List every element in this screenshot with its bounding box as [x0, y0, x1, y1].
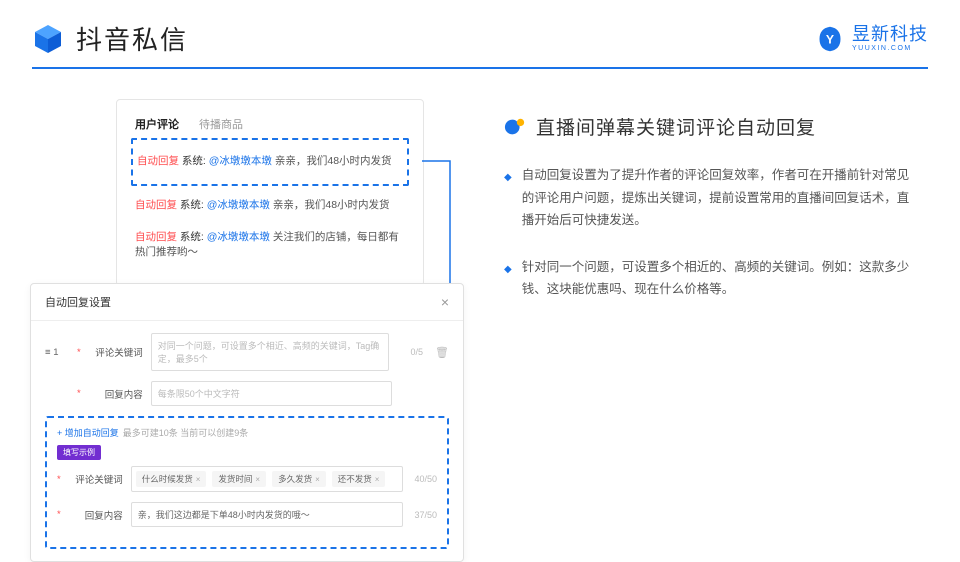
auto-reply-tag: 自动回复: [135, 199, 177, 211]
dialog-header: 自动回复设置 ×: [31, 284, 463, 321]
section-title: 直播间弹幕关键词评论自动回复: [536, 113, 816, 140]
comments-panel: 用户评论 待播商品 自动回复 系统: @冰墩墩本墩 亲亲，我们48小时内发货 自…: [116, 99, 424, 286]
brand-icon: Y: [816, 25, 844, 53]
comment-row: 自动回复 系统: @冰墩墩本墩 亲亲，我们48小时内发货: [135, 190, 405, 222]
tag-chip[interactable]: 多久发货×: [272, 471, 326, 487]
example-content-row: * 回复内容 亲，我们这边都是下单48小时内发货的哦～ 37/50: [57, 502, 437, 527]
header-left: 抖音私信: [32, 20, 188, 57]
required-icon: *: [77, 388, 81, 399]
comment-text: 亲亲，我们48小时内发货: [275, 155, 392, 167]
comment-text: 亲亲，我们48小时内发货: [273, 199, 390, 211]
system-tag: 系统:: [182, 155, 206, 167]
comment-row: 自动回复 系统: @冰墩墩本墩 亲亲，我们48小时内发货: [137, 146, 403, 178]
title-row: 直播间弹幕关键词评论自动回复: [504, 113, 920, 140]
bullet-item: ◆ 针对同一个问题，可设置多个相近的、高频的关键词。例如：这款多少钱、这块能优惠…: [504, 256, 920, 301]
tag-chip[interactable]: 发货时间×: [212, 471, 266, 487]
page-title: 抖音私信: [76, 20, 188, 57]
ex-content-count: 37/50: [411, 510, 437, 520]
header: 抖音私信 Y 昱新科技 YUUXIN.COM: [0, 0, 960, 57]
content-input[interactable]: 每条限50个中文字符: [151, 381, 392, 406]
required-icon: *: [77, 347, 81, 358]
content-row: * 回复内容 每条限50个中文字符: [45, 381, 449, 406]
tags-input[interactable]: 什么时候发货× 发货时间× 多久发货× 还不发货×: [131, 466, 403, 492]
content-label: 回复内容: [89, 387, 143, 401]
ex-keyword-label: 评论关键词: [69, 472, 123, 486]
diamond-icon: ◆: [504, 261, 512, 301]
bullet-text: 自动回复设置为了提升作者的评论回复效率，作者可在开播前针对常见的评论用户问题，提…: [522, 164, 920, 232]
auto-reply-dialog: 自动回复设置 × ≡ 1 * 评论关键词 对同一个问题，可设置多个相近、高频的关…: [30, 283, 464, 562]
brand: Y 昱新科技 YUUXIN.COM: [816, 25, 928, 53]
auto-reply-tag: 自动回复: [137, 155, 179, 167]
mention: @冰墩墩本墩: [209, 155, 272, 167]
add-reply-link[interactable]: + 增加自动回复最多可建10条 当前可以创建9条: [57, 426, 437, 439]
ex-keyword-count: 40/50: [411, 474, 437, 484]
close-icon[interactable]: ×: [441, 294, 449, 310]
keyword-label: 评论关键词: [89, 345, 143, 359]
example-box: + 增加自动回复最多可建10条 当前可以创建9条 填写示例 * 评论关键词 什么…: [45, 416, 449, 549]
comment-row: 自动回复 系统: @冰墩墩本墩 关注我们的店铺，每日都有热门推荐哟～: [135, 222, 405, 270]
dialog-title: 自动回复设置: [45, 294, 111, 310]
brand-name: 昱新科技: [852, 25, 928, 45]
system-tag: 系统:: [180, 231, 204, 243]
comment-row-highlighted: 自动回复 系统: @冰墩墩本墩 亲亲，我们48小时内发货: [131, 138, 409, 186]
trash-icon[interactable]: 🗑: [435, 346, 449, 359]
keyword-row: ≡ 1 * 评论关键词 对同一个问题，可设置多个相近、高频的关键词，Tag确定，…: [45, 333, 449, 371]
example-badge: 填写示例: [57, 445, 101, 460]
brand-sub: YUUXIN.COM: [852, 45, 928, 53]
tab-comments[interactable]: 用户评论: [135, 116, 179, 132]
system-tag: 系统:: [180, 199, 204, 211]
bullet-item: ◆ 自动回复设置为了提升作者的评论回复效率，作者可在开播前针对常见的评论用户问题…: [504, 164, 920, 232]
bubble-icon: [504, 116, 526, 138]
svg-text:Y: Y: [826, 32, 834, 46]
diamond-icon: ◆: [504, 169, 512, 232]
mention: @冰墩墩本墩: [207, 199, 270, 211]
keyword-input[interactable]: 对同一个问题，可设置多个相近、高频的关键词，Tag确定，最多5个: [151, 333, 389, 371]
auto-reply-tag: 自动回复: [135, 231, 177, 243]
keyword-count: 0/5: [397, 347, 423, 357]
right-column: 直播间弹幕关键词评论自动回复 ◆ 自动回复设置为了提升作者的评论回复效率，作者可…: [504, 99, 920, 325]
left-column: 用户评论 待播商品 自动回复 系统: @冰墩墩本墩 亲亲，我们48小时内发货 自…: [24, 99, 464, 325]
row-number: ≡ 1: [45, 347, 69, 358]
tag-chip[interactable]: 什么时候发货×: [136, 471, 207, 487]
cube-icon: [32, 23, 64, 55]
ex-content-input[interactable]: 亲，我们这边都是下单48小时内发货的哦～: [131, 502, 403, 527]
tag-chip[interactable]: 还不发货×: [332, 471, 386, 487]
bullet-text: 针对同一个问题，可设置多个相近的、高频的关键词。例如：这款多少钱、这块能优惠吗、…: [522, 256, 920, 301]
tabs: 用户评论 待播商品: [135, 116, 405, 132]
mention: @冰墩墩本墩: [207, 231, 270, 243]
tab-products[interactable]: 待播商品: [199, 116, 243, 132]
example-keyword-row: * 评论关键词 什么时候发货× 发货时间× 多久发货× 还不发货× 40/50: [57, 466, 437, 492]
ex-content-label: 回复内容: [69, 508, 123, 522]
